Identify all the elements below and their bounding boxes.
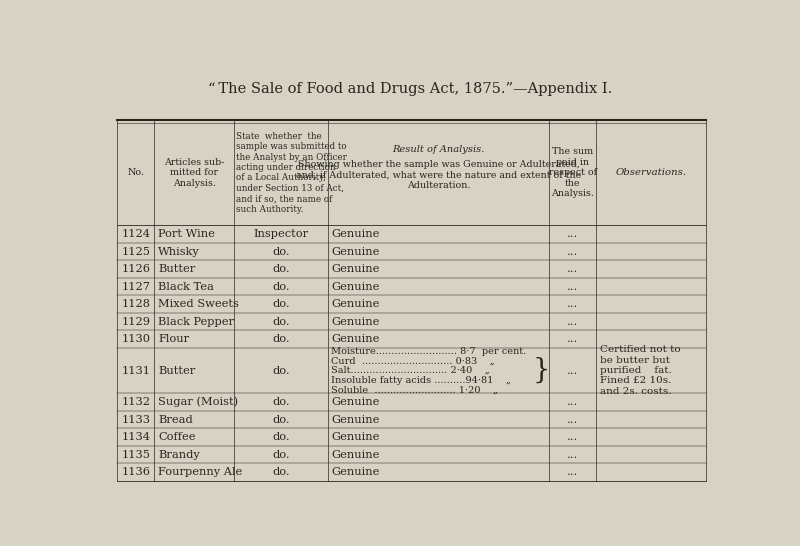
Text: Flour: Flour (158, 334, 190, 344)
Text: do.: do. (272, 299, 290, 309)
Text: 1128: 1128 (122, 299, 150, 309)
Text: ...: ... (567, 334, 578, 344)
Text: ...: ... (567, 299, 578, 309)
Text: Bread: Bread (158, 414, 193, 425)
Text: Genuine: Genuine (331, 467, 380, 477)
Text: Sugar (Moist): Sugar (Moist) (158, 397, 238, 407)
Text: Genuine: Genuine (331, 229, 380, 239)
Text: do.: do. (272, 467, 290, 477)
Text: ...: ... (567, 229, 578, 239)
Text: 1135: 1135 (122, 450, 150, 460)
Text: Mixed Sweets: Mixed Sweets (158, 299, 239, 309)
Text: Whisky: Whisky (158, 247, 200, 257)
Text: ...: ... (567, 414, 578, 425)
Text: Brandy: Brandy (158, 450, 200, 460)
Text: Black Pepper: Black Pepper (158, 317, 234, 327)
Text: Insoluble fatty acids ..........94·81    „: Insoluble fatty acids ..........94·81 „ (331, 376, 511, 384)
Text: Port Wine: Port Wine (158, 229, 215, 239)
Text: Black Tea: Black Tea (158, 282, 214, 292)
Text: Genuine: Genuine (331, 334, 380, 344)
Text: ...: ... (567, 247, 578, 257)
Text: 1125: 1125 (122, 247, 150, 257)
Text: Genuine: Genuine (331, 450, 380, 460)
Text: do.: do. (272, 282, 290, 292)
Text: ...: ... (567, 264, 578, 274)
Text: 1136: 1136 (122, 467, 150, 477)
Text: Showing whether the sample was Genuine or Adulterated,
and, if Adulterated, what: Showing whether the sample was Genuine o… (296, 160, 582, 189)
Text: State  whether  the
sample was submitted to
the Analyst by an Officer
acting und: State whether the sample was submitted t… (237, 132, 347, 213)
Text: Coffee: Coffee (158, 432, 196, 442)
Text: 1134: 1134 (122, 432, 150, 442)
Text: Moisture.......................... 8·7  per cent.: Moisture.......................... 8·7 p… (331, 347, 526, 356)
Text: 1124: 1124 (122, 229, 150, 239)
Text: do.: do. (272, 414, 290, 425)
Text: Articles sub-
mitted for
Analysis.: Articles sub- mitted for Analysis. (164, 158, 225, 188)
Text: No.: No. (127, 168, 145, 177)
Text: ...: ... (567, 432, 578, 442)
Text: Genuine: Genuine (331, 264, 380, 274)
Text: Genuine: Genuine (331, 317, 380, 327)
Text: do.: do. (272, 334, 290, 344)
Text: Certified not to
be butter but
purified    fat.
Fined £2 10s.
and 2s. costs.: Certified not to be butter but purified … (600, 345, 681, 396)
Text: Soluble  .......................... 1·20    „: Soluble .......................... 1·20 … (331, 385, 498, 394)
Text: do.: do. (272, 366, 290, 376)
Text: Butter: Butter (158, 366, 195, 376)
Text: Genuine: Genuine (331, 282, 380, 292)
Text: do.: do. (272, 247, 290, 257)
Text: “ The Sale of Food and Drugs Act, 1875.”—Appendix I.: “ The Sale of Food and Drugs Act, 1875.”… (208, 82, 612, 96)
Text: 1127: 1127 (122, 282, 150, 292)
Text: ...: ... (567, 282, 578, 292)
Text: Genuine: Genuine (331, 432, 380, 442)
Text: The sum
paid in
respect of
the
Analysis.: The sum paid in respect of the Analysis. (549, 147, 597, 198)
Text: Genuine: Genuine (331, 247, 380, 257)
Text: Fourpenny Ale: Fourpenny Ale (158, 467, 242, 477)
Text: ...: ... (567, 450, 578, 460)
Text: Genuine: Genuine (331, 414, 380, 425)
Text: ...: ... (567, 317, 578, 327)
Text: Genuine: Genuine (331, 299, 380, 309)
Text: do.: do. (272, 317, 290, 327)
Text: 1131: 1131 (122, 366, 150, 376)
Text: 1130: 1130 (122, 334, 150, 344)
Text: 1129: 1129 (122, 317, 150, 327)
Text: 1132: 1132 (122, 397, 150, 407)
Text: 1133: 1133 (122, 414, 150, 425)
Text: Curd  ............................. 0·83    „: Curd ............................. 0·83 … (331, 357, 495, 365)
Text: Butter: Butter (158, 264, 195, 274)
Text: 1126: 1126 (122, 264, 150, 274)
Text: Observations.: Observations. (616, 168, 687, 177)
Text: do.: do. (272, 432, 290, 442)
Text: do.: do. (272, 397, 290, 407)
Text: do.: do. (272, 450, 290, 460)
Text: do.: do. (272, 264, 290, 274)
Text: ...: ... (567, 397, 578, 407)
Text: ...: ... (567, 467, 578, 477)
Text: Inspector: Inspector (254, 229, 309, 239)
Text: ...: ... (567, 366, 578, 376)
Text: }: } (533, 357, 550, 384)
Text: Genuine: Genuine (331, 397, 380, 407)
Text: Salt............................... 2·40    „: Salt............................... 2·40… (331, 366, 490, 375)
Text: Result of Analysis.: Result of Analysis. (393, 145, 485, 154)
